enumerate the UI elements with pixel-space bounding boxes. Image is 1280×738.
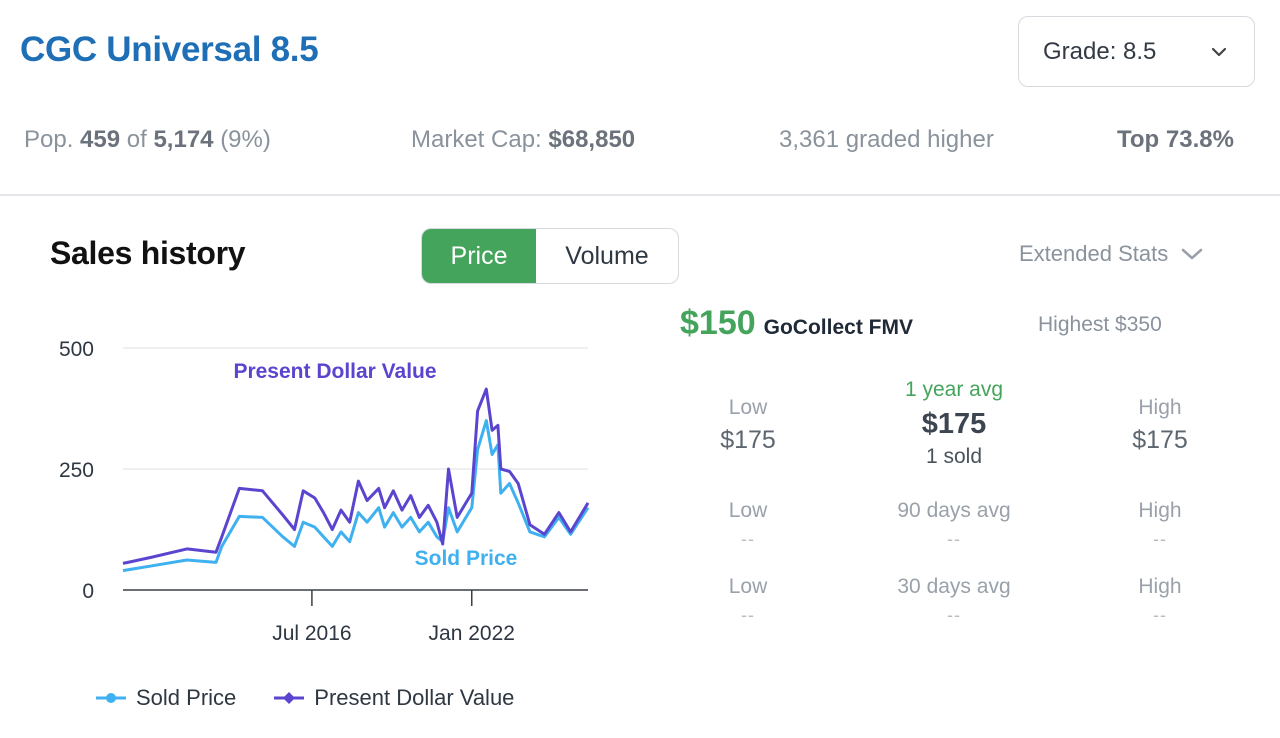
- pop-count: 459: [80, 126, 121, 153]
- year-avg-label: 1 year avg: [904, 378, 1004, 401]
- legend-present-value-label: Present Dollar Value: [314, 685, 515, 710]
- y-tick-label: 250: [59, 459, 94, 482]
- year-low: Low $175: [648, 396, 848, 455]
- legend-present-value-marker: [274, 692, 305, 704]
- year-low-value: $175: [720, 426, 776, 454]
- sold-price-annotation: Sold Price: [415, 547, 518, 570]
- grade-select[interactable]: Grade: 8.5: [1018, 16, 1255, 87]
- days30-high-value: --: [1153, 605, 1167, 625]
- year-avg-value: $175: [921, 408, 987, 440]
- days90-high-label: High: [1138, 499, 1182, 522]
- days30-high-label: High: [1138, 575, 1182, 598]
- chevron-down-icon: [1211, 47, 1227, 57]
- highest-price: Highest $350: [1038, 313, 1162, 336]
- extended-stats-label: Extended Stats: [1019, 241, 1169, 266]
- market-cap-stat: Market Cap: $68,850: [411, 126, 635, 154]
- pop-label: Pop.: [24, 126, 74, 153]
- days90-avg-label: 90 days avg: [897, 499, 1011, 522]
- days30-high: High --: [1060, 575, 1260, 626]
- extended-stats-toggle[interactable]: Extended Stats: [1019, 241, 1204, 267]
- present-dollar-value-annotation: Present Dollar Value: [233, 360, 436, 383]
- divider: [0, 194, 1280, 196]
- days90-avg: 90 days avg --: [854, 499, 1054, 550]
- days30-low-label: Low: [728, 575, 768, 598]
- market-cap-label: Market Cap:: [411, 126, 542, 153]
- days30-low: Low --: [648, 575, 848, 626]
- year-sold-count: 1 sold: [925, 445, 983, 468]
- days90-low: Low --: [648, 499, 848, 550]
- sales-history-title: Sales history: [50, 235, 246, 271]
- graded-higher-stat: 3,361 graded higher: [779, 126, 994, 153]
- days90-avg-value: --: [947, 529, 961, 549]
- sold-price-line: [122, 419, 590, 573]
- days30-avg-label: 30 days avg: [897, 575, 1011, 598]
- pop-of: of: [126, 126, 147, 153]
- days30-low-value: --: [741, 605, 755, 625]
- legend-sold-price-label: Sold Price: [136, 685, 237, 710]
- year-low-label: Low: [728, 396, 768, 419]
- stats-row: Pop. 459 of 5,174 (9%) Market Cap: $68,8…: [0, 126, 1280, 160]
- x-tick-label: Jul 2016: [272, 622, 351, 645]
- market-cap-value: $68,850: [548, 126, 636, 153]
- legend-sold-price-marker: [96, 693, 126, 703]
- page-title: CGC Universal 8.5: [20, 30, 319, 69]
- present-dollar-value-line: [122, 387, 590, 565]
- days90-high: High --: [1060, 499, 1260, 550]
- legend-present-dollar-value[interactable]: Present Dollar Value: [274, 685, 514, 711]
- year-avg: 1 year avg $175 1 sold: [854, 378, 1054, 469]
- toggle-volume[interactable]: Volume: [565, 241, 649, 270]
- toggle-price[interactable]: Price: [422, 229, 536, 283]
- chart-legend: Sold Price Present Dollar Value: [96, 685, 552, 711]
- year-high: High $175: [1060, 396, 1260, 455]
- fmv-value: $150: [680, 304, 756, 342]
- pop-pct: (9%): [220, 126, 271, 153]
- chevron-down-icon: [1181, 248, 1203, 260]
- population-stat: Pop. 459 of 5,174 (9%): [24, 126, 271, 154]
- price-volume-toggle: Price Volume: [421, 228, 679, 284]
- legend-sold-price[interactable]: Sold Price: [96, 685, 236, 711]
- sales-history-chart: 500 250 0 Jul 2016 Jan 2022 Present Dollar Va…: [40, 320, 600, 660]
- days90-high-value: --: [1153, 529, 1167, 549]
- year-high-label: High: [1138, 396, 1182, 419]
- fmv-label: GoCollect FMV: [763, 316, 913, 339]
- chart-svg: 500 250 0 Jul 2016 Jan 2022 Present Dollar Va…: [59, 338, 590, 645]
- days30-avg: 30 days avg --: [854, 575, 1054, 626]
- x-tick-label: Jan 2022: [429, 622, 515, 645]
- pop-total: 5,174: [153, 126, 214, 153]
- y-tick-label: 500: [59, 338, 94, 361]
- grade-select-label: Grade: 8.5: [1043, 37, 1157, 65]
- days30-avg-value: --: [947, 605, 961, 625]
- y-tick-label: 0: [82, 580, 94, 603]
- days90-low-value: --: [741, 529, 755, 549]
- top-percent-stat: Top 73.8%: [1117, 126, 1234, 153]
- year-high-value: $175: [1132, 426, 1188, 454]
- days90-low-label: Low: [728, 499, 768, 522]
- fmv-block: $150 GoCollect FMV: [680, 304, 913, 343]
